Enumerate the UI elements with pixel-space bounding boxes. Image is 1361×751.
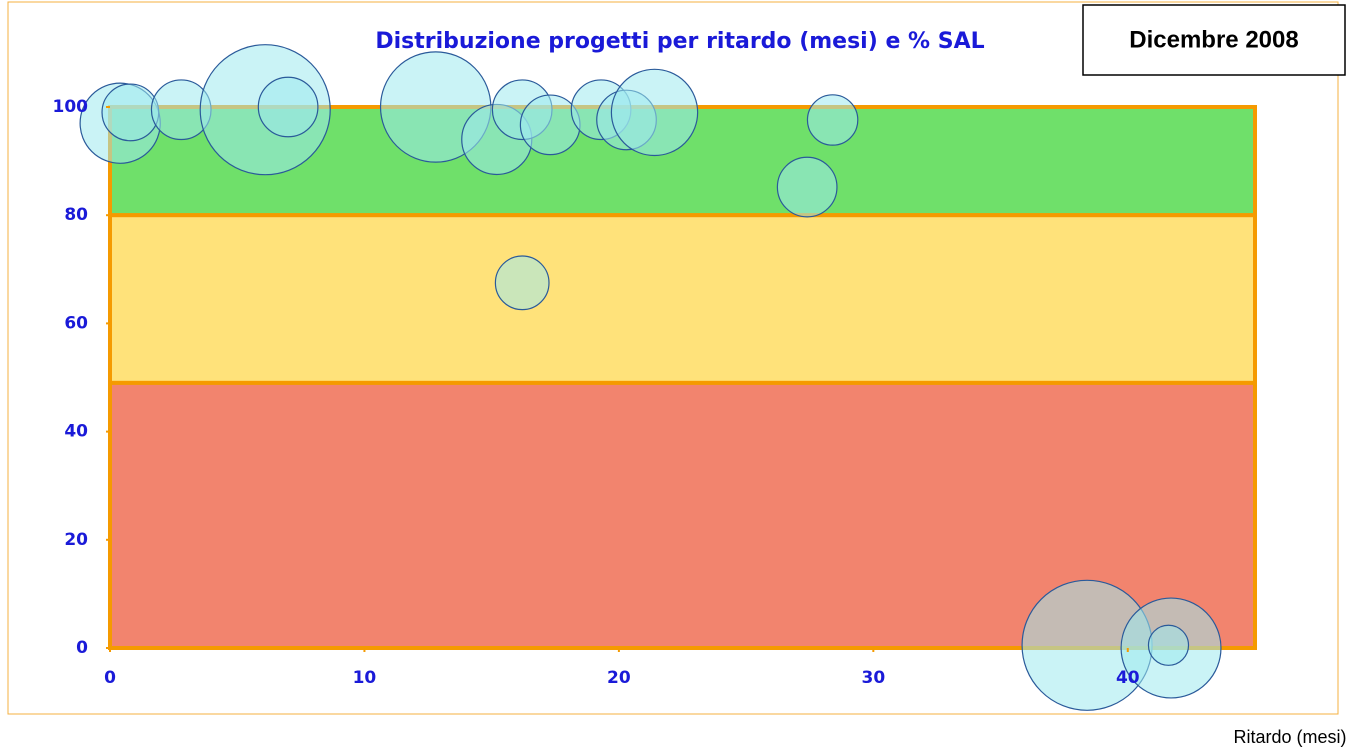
bubble: [1147, 624, 1190, 666]
y-tick-label: 100: [53, 97, 89, 117]
y-tick-label: 60: [64, 313, 88, 333]
x-tick-label: 40: [1116, 668, 1140, 688]
x-tick-label: 20: [607, 668, 631, 688]
bubble: [519, 94, 581, 156]
x-tick-label: 30: [861, 668, 885, 688]
chart-area: [7, 1, 1339, 715]
bubble: [494, 255, 550, 311]
x-tick-label: 0: [104, 668, 116, 688]
y-tick-label: 40: [64, 422, 88, 442]
x-axis-label: Ritardo (mesi): [1233, 727, 1346, 747]
band: [108, 213, 1257, 385]
bubble: [806, 94, 859, 146]
y-tick-label: 80: [64, 205, 88, 225]
bubble: [610, 68, 699, 157]
bubble: [776, 156, 838, 218]
y-tick-label: 20: [64, 530, 88, 550]
bubble: [101, 83, 160, 142]
chart-title: Distribuzione progetti per ritardo (mesi…: [375, 29, 984, 54]
date-box: [1082, 4, 1346, 76]
x-tick-label: 10: [353, 668, 377, 688]
bubble: [257, 76, 319, 138]
y-tick-label: 0: [76, 638, 88, 658]
date-label: Dicembre 2008: [1129, 26, 1298, 53]
